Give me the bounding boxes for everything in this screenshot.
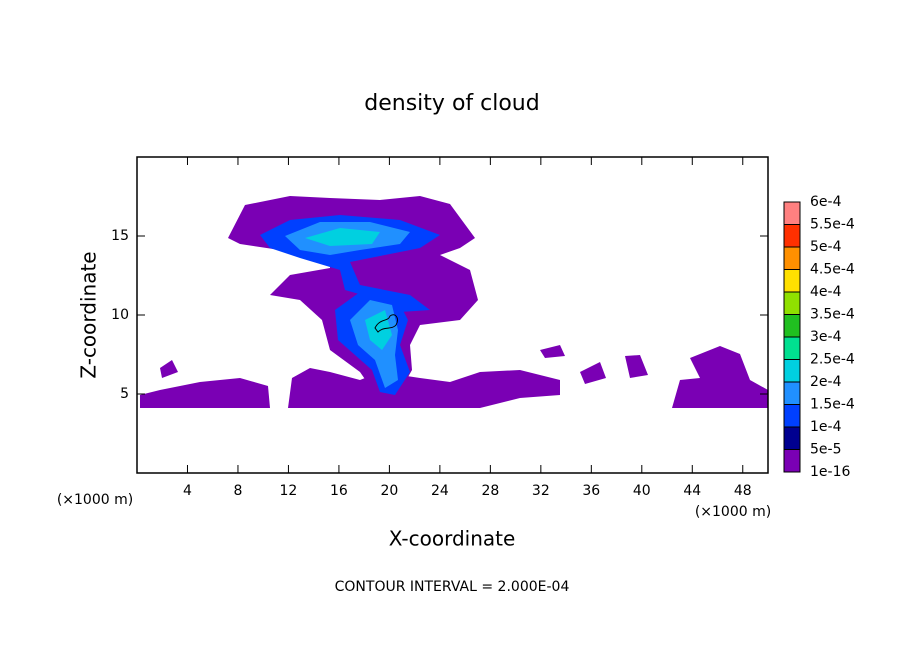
colorbar-box bbox=[783, 426, 801, 450]
colorbar-label: 2e-4 bbox=[810, 374, 842, 390]
colorbar-box bbox=[783, 381, 801, 405]
cloud-core bbox=[305, 228, 392, 350]
x-tick-label: 16 bbox=[330, 483, 348, 499]
y-tick-label: 5 bbox=[120, 386, 129, 402]
colorbar-label: 4.5e-4 bbox=[810, 262, 855, 278]
contour-line bbox=[374, 314, 398, 333]
y-axis-label: Z-coordinate bbox=[77, 251, 101, 378]
x-tick-label: 4 bbox=[183, 483, 192, 499]
colorbar-label: 6e-4 bbox=[810, 194, 842, 210]
colorbar-label: 5.5e-4 bbox=[810, 217, 855, 233]
x-axis-label: X-coordinate bbox=[389, 527, 516, 551]
cloud-region bbox=[288, 368, 560, 408]
colorbar-box bbox=[783, 246, 801, 270]
colorbar-box bbox=[783, 359, 801, 383]
cloud-region bbox=[140, 378, 270, 408]
colorbar-label: 4e-4 bbox=[810, 284, 842, 300]
y-tick-label: 10 bbox=[111, 307, 129, 323]
colorbar-box bbox=[783, 224, 801, 248]
x-tick-label: 32 bbox=[532, 483, 550, 499]
x-unit: (×1000 m) bbox=[695, 504, 771, 520]
x-tick-label: 8 bbox=[233, 483, 242, 499]
x-tick-label: 40 bbox=[633, 483, 651, 499]
colorbar-label: 1e-16 bbox=[810, 464, 850, 480]
x-tick-label: 20 bbox=[380, 483, 398, 499]
x-tick-label: 12 bbox=[280, 483, 298, 499]
colorbar-label: 1e-4 bbox=[810, 419, 842, 435]
x-unit: (×1000 m) bbox=[57, 492, 133, 508]
y-tick-label: 15 bbox=[111, 228, 129, 244]
x-tick-label: 48 bbox=[734, 483, 752, 499]
colorbar-box bbox=[783, 269, 801, 293]
colorbar-box bbox=[783, 291, 801, 315]
colorbar-label: 3e-4 bbox=[810, 329, 842, 345]
colorbar-box bbox=[783, 336, 801, 360]
colorbar-label: 3.5e-4 bbox=[810, 307, 855, 323]
cloud-region bbox=[672, 346, 768, 408]
colorbar-label: 1.5e-4 bbox=[810, 397, 855, 413]
x-tick-label: 24 bbox=[431, 483, 449, 499]
colorbar-box bbox=[783, 449, 801, 473]
colorbar-label: 2.5e-4 bbox=[810, 352, 855, 368]
colorbar-box bbox=[783, 404, 801, 428]
annotation: CONTOUR INTERVAL = 2.000E-04 bbox=[335, 579, 570, 595]
colorbar-label: 5e-5 bbox=[810, 442, 841, 458]
x-tick-label: 36 bbox=[582, 483, 600, 499]
colorbar-box bbox=[783, 314, 801, 338]
x-tick-label: 44 bbox=[683, 483, 701, 499]
colorbar-box bbox=[783, 201, 801, 225]
x-tick-label: 28 bbox=[481, 483, 499, 499]
chart-title: density of cloud bbox=[364, 91, 539, 116]
cloud-field bbox=[140, 196, 768, 408]
colorbar-label: 5e-4 bbox=[810, 239, 842, 255]
